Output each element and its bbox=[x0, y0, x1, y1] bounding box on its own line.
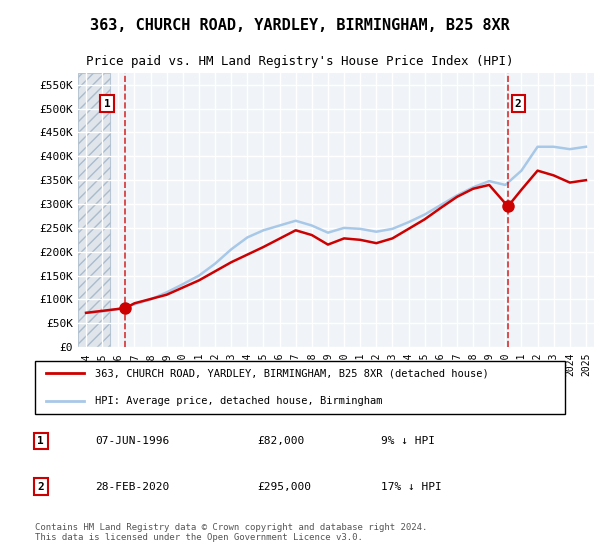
Text: £295,000: £295,000 bbox=[257, 482, 311, 492]
Text: 363, CHURCH ROAD, YARDLEY, BIRMINGHAM, B25 8XR (detached house): 363, CHURCH ROAD, YARDLEY, BIRMINGHAM, B… bbox=[95, 368, 488, 378]
Text: 1: 1 bbox=[37, 436, 44, 446]
Text: £82,000: £82,000 bbox=[257, 436, 304, 446]
Text: 17% ↓ HPI: 17% ↓ HPI bbox=[381, 482, 442, 492]
Text: 2: 2 bbox=[515, 99, 521, 109]
Bar bbox=[78, 73, 110, 347]
Text: 363, CHURCH ROAD, YARDLEY, BIRMINGHAM, B25 8XR: 363, CHURCH ROAD, YARDLEY, BIRMINGHAM, B… bbox=[90, 18, 510, 33]
Bar bbox=[78, 73, 110, 347]
Text: 1: 1 bbox=[104, 99, 110, 109]
Text: HPI: Average price, detached house, Birmingham: HPI: Average price, detached house, Birm… bbox=[95, 396, 382, 406]
Text: 28-FEB-2020: 28-FEB-2020 bbox=[95, 482, 169, 492]
Text: Contains HM Land Registry data © Crown copyright and database right 2024.
This d: Contains HM Land Registry data © Crown c… bbox=[35, 523, 428, 543]
Text: 2: 2 bbox=[37, 482, 44, 492]
Text: Price paid vs. HM Land Registry's House Price Index (HPI): Price paid vs. HM Land Registry's House … bbox=[86, 55, 514, 68]
Text: 9% ↓ HPI: 9% ↓ HPI bbox=[381, 436, 435, 446]
FancyBboxPatch shape bbox=[35, 361, 565, 414]
Text: 07-JUN-1996: 07-JUN-1996 bbox=[95, 436, 169, 446]
